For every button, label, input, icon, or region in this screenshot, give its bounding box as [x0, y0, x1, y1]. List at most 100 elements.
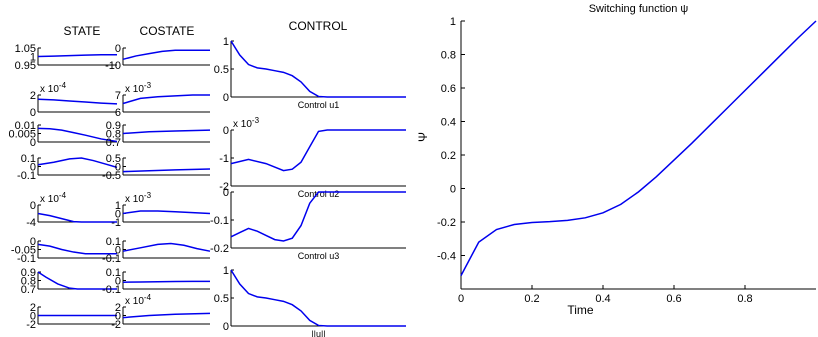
y-tick-label: 2	[30, 302, 36, 314]
y-tick-label: -0.4	[437, 251, 456, 263]
y-tick-label: 0	[115, 245, 121, 257]
y-tick-label: 0.005	[8, 129, 36, 141]
series-line	[230, 129, 406, 172]
y-tick-label: 0.1	[21, 153, 36, 165]
exponent-label: x 10-4	[40, 191, 67, 205]
state-column-title: STATE	[64, 24, 101, 38]
y-tick-label: 0.95	[15, 60, 36, 72]
y-tick-label: -0.1	[102, 253, 121, 265]
y-tick-label: -2	[111, 319, 121, 331]
y-tick-label: 0.7	[21, 284, 36, 296]
series-line	[230, 269, 406, 327]
costate-panel-6: 0.10-0.1	[102, 236, 211, 265]
y-tick-label: 0	[30, 200, 36, 212]
state-panel-6: 0-0.05-0.1	[11, 236, 117, 265]
y-tick-label: -10	[105, 60, 121, 72]
y-tick-label: 0	[115, 209, 121, 221]
y-tick-label: -0.2	[210, 243, 229, 255]
y-tick-label: 0.1	[106, 267, 121, 279]
switching-function-panel: 0 0.2 0.4 0.6 0.8 1 0.8 0.6 0.4 0.2 0 -0.2 -0.4 Switc…	[416, 3, 817, 317]
control-column-title: CONTROL	[289, 19, 348, 33]
y-tick-label: 0	[223, 321, 229, 333]
y-tick-label: -0.1	[17, 170, 36, 182]
state-panel-8: 20-2	[26, 302, 117, 331]
series-line	[460, 20, 817, 276]
series-line	[230, 40, 406, 98]
series-line	[37, 271, 117, 290]
series-line	[37, 54, 117, 58]
series-line	[122, 210, 211, 215]
y-tick-label: 0	[115, 162, 121, 174]
y-tick-label: 2	[30, 90, 36, 102]
x-tick-label: 0.4	[595, 293, 610, 305]
costate-column-title: COSTATE	[140, 24, 195, 38]
y-tick-label: -1	[111, 217, 121, 229]
costate-panel-8: 20-2 x 10-4	[111, 293, 211, 331]
y-tick-label: 0.5	[214, 293, 229, 305]
y-tick-label: 0.8	[106, 129, 121, 141]
series-line	[37, 127, 118, 143]
y-tick-label: 0.1	[106, 236, 121, 248]
series-line	[37, 212, 117, 223]
series-line	[37, 98, 118, 105]
y-tick-label: -0.5	[102, 170, 121, 182]
costate-panel-5: 10-1 x 10-3	[111, 191, 211, 229]
exponent-label: x 10-3	[125, 191, 152, 205]
series-line	[37, 157, 118, 169]
y-tick-label: 0	[30, 137, 36, 149]
y-tick-label: 0.01	[15, 120, 36, 132]
y-tick-label: 0	[115, 276, 121, 288]
costate-panel-4: 0.50-0.5	[102, 153, 211, 182]
y-tick-label: -2	[26, 319, 36, 331]
y-tick-label: -0.1	[17, 253, 36, 265]
x-axis-label: ||u||	[311, 329, 325, 337]
y-tick-label: -2	[219, 181, 229, 193]
x-axis-label: Control u1	[298, 100, 340, 110]
y-tick-label: 0	[223, 125, 229, 137]
series-line	[122, 94, 210, 105]
y-tick-label: 0	[30, 236, 36, 248]
y-tick-label: 0.5	[106, 153, 121, 165]
y-tick-label: 0	[223, 187, 229, 199]
y-tick-label: 0	[30, 311, 36, 323]
y-tick-label: 0.8	[21, 276, 36, 288]
y-tick-label: 0	[30, 162, 36, 174]
y-axis-label: Ψ	[416, 132, 430, 142]
y-tick-label: 1	[30, 52, 36, 64]
x-tick-label: 0.8	[737, 293, 752, 305]
series-line	[122, 280, 210, 283]
costate-panel-3: 0.90.80.7	[106, 120, 211, 149]
y-tick-label: 0.4	[441, 117, 456, 129]
costate-panel-1: 0-10	[105, 43, 210, 72]
y-tick-label: -1	[219, 153, 229, 165]
control-panel-3: 0 -0.1 -0.2 Control u3	[210, 187, 406, 261]
series-line	[230, 191, 406, 242]
y-tick-label: 6	[115, 107, 121, 119]
series-line	[122, 129, 211, 135]
x-tick-label: 0.2	[524, 293, 539, 305]
state-panel-5: 0 -4 x 10-4	[26, 191, 117, 229]
y-tick-label: -4	[26, 217, 36, 229]
y-tick-label: 0	[115, 311, 121, 323]
state-panel-7: 0.90.80.7	[21, 267, 117, 296]
control-panel-2: 0 -1 -2 x 10-3 Control u2	[219, 116, 406, 199]
y-tick-label: 0.8	[441, 50, 456, 62]
exponent-label: x 10-4	[125, 293, 152, 307]
y-tick-label: 0.6	[441, 83, 456, 95]
series-line	[122, 242, 211, 252]
y-tick-label: 0.9	[106, 120, 121, 132]
series-line	[122, 168, 211, 173]
y-tick-label: 0	[223, 92, 229, 104]
x-axis-label: Control u3	[298, 251, 340, 261]
y-tick-label: 7	[115, 90, 121, 102]
state-panel-4: 0.10-0.1	[17, 153, 118, 182]
y-tick-label: 0.2	[441, 150, 456, 162]
y-tick-label: 0.9	[21, 267, 36, 279]
costate-panel-7: 0.10-0.1	[102, 267, 210, 296]
exponent-label: x 10-3	[125, 81, 152, 95]
y-tick-label: 0	[450, 184, 456, 196]
exponent-label: x 10-4	[40, 81, 67, 95]
